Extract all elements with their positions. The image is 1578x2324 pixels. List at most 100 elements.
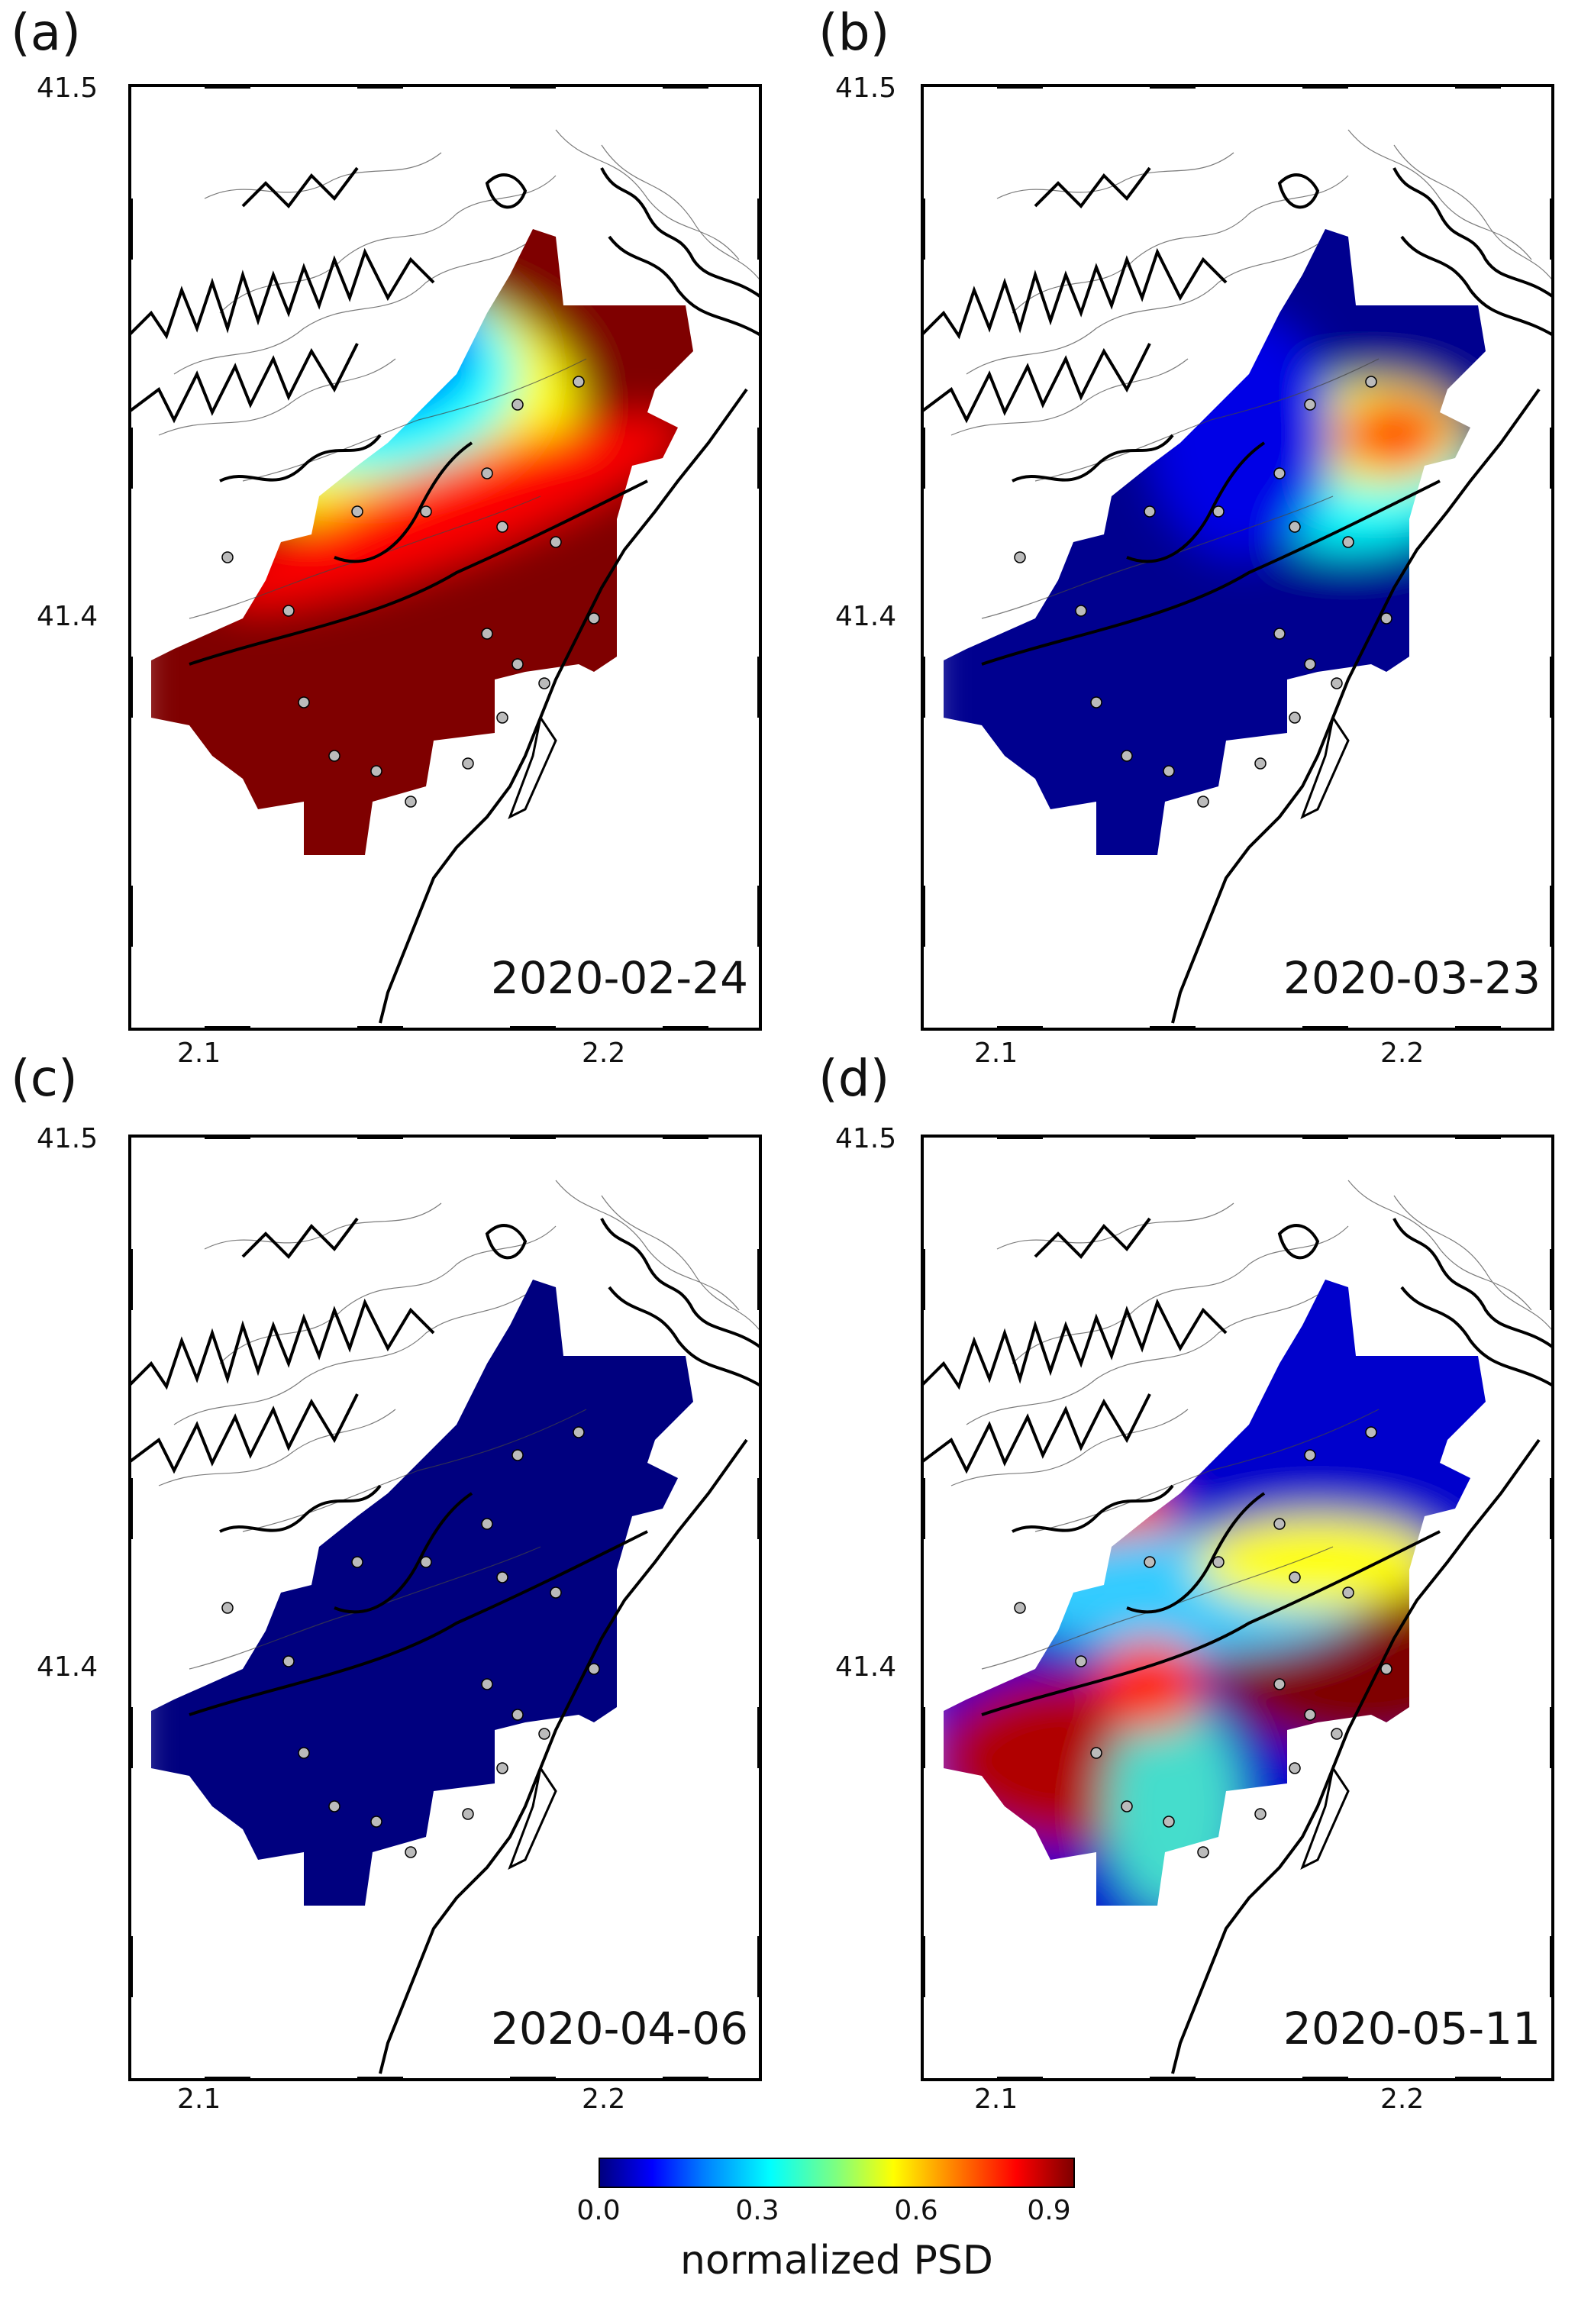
- topo-contours-thin-c: [158, 1180, 762, 1670]
- station-marker: [1090, 1747, 1102, 1759]
- station-marker: [1144, 1556, 1156, 1568]
- colorbar-tick-3: 0.9: [1027, 2195, 1071, 2226]
- station-marker: [573, 1426, 585, 1438]
- station-marker: [511, 1709, 524, 1721]
- date-label-a: 2020-02-24: [490, 952, 748, 1004]
- station-marker: [462, 757, 474, 770]
- station-marker: [1331, 1728, 1343, 1740]
- station-marker: [1075, 1655, 1087, 1667]
- map-canvas-a: [128, 84, 762, 1031]
- map-frame-border-b: [921, 84, 1554, 1031]
- station-marker: [1365, 376, 1377, 388]
- station-marker: [405, 1846, 417, 1858]
- lat-label-top-d: 41.5: [835, 1123, 897, 1154]
- lat-label-mid-b: 41.4: [835, 601, 897, 632]
- station-marker: [1212, 1556, 1225, 1568]
- colorbar: [599, 2158, 1075, 2188]
- date-label-b: 2020-03-23: [1283, 952, 1541, 1004]
- station-marker: [1254, 1808, 1267, 1820]
- station-marker: [370, 765, 382, 777]
- station-markers-d: [1014, 1426, 1392, 1858]
- lat-label-mid-c: 41.4: [37, 1651, 98, 1683]
- station-marker: [538, 1728, 550, 1740]
- station-marker: [1273, 1678, 1286, 1690]
- station-marker: [511, 1449, 524, 1461]
- lon-label-21-c: 2.1: [177, 2084, 221, 2115]
- topo-contours-bold-b: [921, 166, 1554, 666]
- station-marker: [1289, 1762, 1301, 1774]
- station-marker: [351, 505, 363, 518]
- station-marker: [496, 1571, 508, 1583]
- station-marker: [1121, 1800, 1133, 1812]
- lon-label-22-b: 2.2: [1380, 1038, 1425, 1069]
- station-marker: [462, 1808, 474, 1820]
- station-marker: [328, 1800, 340, 1812]
- station-marker: [1380, 1663, 1392, 1675]
- station-marker: [282, 605, 295, 617]
- station-marker: [328, 750, 340, 762]
- station-marker: [420, 505, 432, 518]
- station-marker: [573, 376, 585, 388]
- station-marker: [550, 1586, 562, 1599]
- station-marker: [1014, 1602, 1026, 1614]
- station-marker: [1365, 1426, 1377, 1438]
- station-marker: [538, 677, 550, 689]
- station-marker: [1163, 1816, 1175, 1828]
- station-marker: [1289, 521, 1301, 533]
- topo-contours-thin-a: [158, 129, 762, 619]
- station-marker: [1289, 712, 1301, 724]
- lat-label-top-b: 41.5: [835, 73, 897, 104]
- station-marker: [282, 1655, 295, 1667]
- station-marker: [1090, 696, 1102, 708]
- panel-letter-b: (b): [818, 3, 890, 62]
- coastline-d: [1171, 1438, 1541, 2074]
- colorbar-tick-1: 0.3: [735, 2195, 779, 2226]
- map-canvas-b: [921, 84, 1554, 1031]
- station-marker: [1273, 628, 1286, 640]
- lon-label-21-a: 2.1: [177, 1038, 221, 1069]
- station-marker: [496, 1762, 508, 1774]
- map-panel-d: 2020-05-11: [921, 1135, 1554, 2081]
- station-markers-b: [1014, 376, 1392, 808]
- station-marker: [1331, 677, 1343, 689]
- station-marker: [550, 536, 562, 548]
- station-marker: [588, 612, 600, 625]
- lat-label-top-c: 41.5: [37, 1123, 98, 1154]
- topo-contours-thin-b: [950, 129, 1554, 619]
- panel-letter-a: (a): [11, 3, 81, 62]
- map-frame-border-c: [128, 1135, 762, 2081]
- station-marker: [1144, 505, 1156, 518]
- panel-letter-d: (d): [818, 1049, 890, 1108]
- station-marker: [1304, 399, 1316, 411]
- topo-contours-bold-c: [128, 1217, 762, 1716]
- station-marker: [1121, 750, 1133, 762]
- station-marker: [481, 467, 493, 479]
- lat-label-mid-a: 41.4: [37, 601, 98, 632]
- station-marker: [1304, 658, 1316, 670]
- lon-label-21-d: 2.1: [974, 2084, 1018, 2115]
- station-marker: [1197, 796, 1209, 808]
- station-marker: [298, 696, 310, 708]
- station-marker: [1254, 757, 1267, 770]
- lon-label-22-d: 2.2: [1380, 2084, 1425, 2115]
- station-marker: [1075, 605, 1087, 617]
- coastline-b: [1171, 388, 1541, 1024]
- station-marker: [511, 658, 524, 670]
- station-marker: [1212, 505, 1225, 518]
- station-markers-c: [221, 1426, 600, 1858]
- station-marker: [1163, 765, 1175, 777]
- map-canvas-d: [921, 1135, 1554, 2081]
- station-marker: [588, 1663, 600, 1675]
- station-marker: [1380, 612, 1392, 625]
- map-panel-c: 2020-04-06: [128, 1135, 762, 2081]
- map-panel-b: 2020-03-23: [921, 84, 1554, 1031]
- colorbar-title: normalized PSD: [680, 2238, 993, 2284]
- station-marker: [481, 1518, 493, 1530]
- station-marker: [496, 521, 508, 533]
- station-marker: [420, 1556, 432, 1568]
- station-marker: [405, 796, 417, 808]
- station-marker: [298, 1747, 310, 1759]
- station-marker: [1273, 467, 1286, 479]
- station-marker: [221, 551, 234, 563]
- station-marker: [1304, 1449, 1316, 1461]
